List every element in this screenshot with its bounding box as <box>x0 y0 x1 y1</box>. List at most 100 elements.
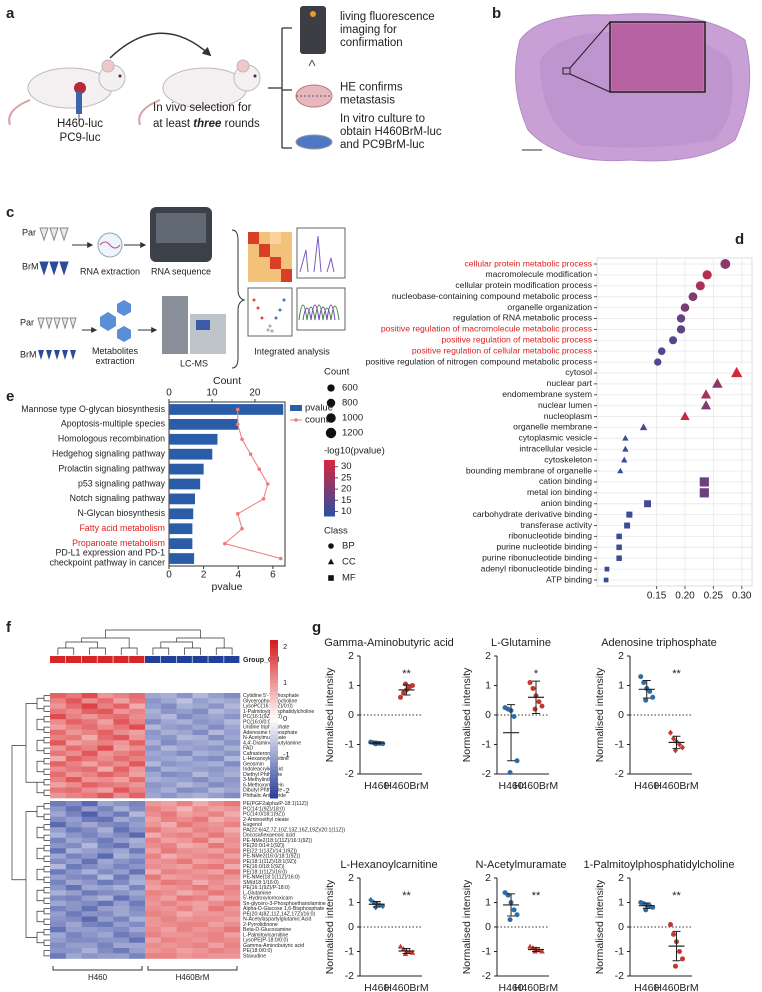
heatmap-cell <box>192 853 209 860</box>
heatmap-cell <box>97 942 114 949</box>
heatmap-cell <box>160 853 177 860</box>
heatmap-cell <box>113 745 130 752</box>
y-tick-label: 0 <box>348 709 354 721</box>
heatmap-cell <box>65 787 82 794</box>
legend-symbol <box>294 418 298 422</box>
heatmap-cell <box>176 885 193 891</box>
point <box>680 411 690 420</box>
heatmap-cell <box>145 745 162 752</box>
heatmap-cell <box>176 719 193 725</box>
row-label: 5'-Hydroxylornoxicam <box>243 896 293 902</box>
point <box>514 758 520 764</box>
group-cell <box>65 656 82 663</box>
colorbar <box>324 502 335 505</box>
heatmap-cell <box>65 693 82 699</box>
bar <box>169 538 193 550</box>
heatmap-cell <box>97 932 114 938</box>
heatmap-cell <box>113 937 130 944</box>
heatmap-cell <box>81 932 98 938</box>
y-tick-label: adenyl ribonucleotide binding <box>481 563 593 573</box>
heatmap-cell <box>176 761 193 767</box>
y-tick-label: cytosol <box>565 367 592 377</box>
row-label: Phthalic Anhydride <box>243 793 286 799</box>
heatmap-cell <box>160 750 177 757</box>
heatmap-cell <box>145 792 162 799</box>
heatmap-cell <box>50 911 67 917</box>
heatmap-cell <box>65 756 82 762</box>
heatmap-cell <box>129 843 146 849</box>
heatmap-cell <box>145 837 162 844</box>
heatmap-cell <box>65 885 82 891</box>
heatmap-cell <box>65 724 82 731</box>
row-label: Alpha-D-Glucose 1,6-Bisphosphate <box>243 906 324 912</box>
heatmap-cell <box>160 703 177 710</box>
heatmap-cell <box>113 822 130 828</box>
colorbar <box>324 498 335 501</box>
heatmap-cell <box>160 869 177 875</box>
heatmap-cell <box>97 777 114 783</box>
colorbar <box>270 726 278 732</box>
heatmap-cell <box>224 848 241 854</box>
heatmap-cell <box>65 816 82 823</box>
point <box>644 500 652 508</box>
x-tick-label: H460BrM <box>514 780 558 792</box>
heatmap-cell <box>192 937 209 944</box>
heatmap-cell <box>160 864 177 870</box>
heatmap-cell <box>160 761 177 767</box>
heatmap-cell <box>224 911 241 917</box>
heatmap-cell <box>129 948 146 954</box>
heatmap-cell <box>145 761 162 767</box>
heatmap-cell <box>129 895 146 902</box>
heatmap-cell <box>129 853 146 860</box>
y-tick-label: Prolactin signaling pathway <box>58 463 165 473</box>
heatmap-cell <box>50 948 67 954</box>
heatmap-cell <box>50 698 67 704</box>
heatmap-cell <box>145 942 162 949</box>
row-label: PE(18:1(11Z)/18:1(9Z)) <box>243 859 297 865</box>
heatmap-cell <box>129 911 146 917</box>
heatmap-cell <box>113 911 130 917</box>
heatmap-cell <box>224 811 241 818</box>
heatmap-cell <box>129 874 146 881</box>
significance: ** <box>402 668 411 680</box>
x2-tick-label: 0 <box>166 388 172 399</box>
colorbar <box>270 746 278 752</box>
y-tick-label: Propanoate metabolism <box>72 538 165 548</box>
text-line: living fluorescence <box>340 11 435 23</box>
heatmap-cell <box>81 853 98 860</box>
heatmap-cell <box>145 750 162 757</box>
heatmap-cell <box>160 729 177 736</box>
heatmap-cell <box>50 890 67 896</box>
outcome: In vitro culture to obtain H460BrM-luc and… <box>340 113 442 151</box>
row-label: PC(14:0/18:1(9Z)) <box>243 812 285 818</box>
heatmap-cell <box>113 900 130 907</box>
panel-label: f <box>6 619 12 636</box>
heatmap-cell <box>113 703 130 710</box>
heatmap-cell <box>97 729 114 736</box>
y-tick-label: carbohydrate derivative binding <box>473 509 593 519</box>
x-tick-label: 0.15 <box>647 591 667 602</box>
heatmap-cell <box>113 853 130 860</box>
heatmap-cell <box>160 756 177 762</box>
heatmap-cell <box>224 724 241 731</box>
heatmap-cell <box>97 822 114 828</box>
heatmap-cell <box>208 843 225 849</box>
heatmap-cell <box>81 885 98 891</box>
y-tick-label: ribonucleotide binding <box>508 531 592 541</box>
heatmap-cell <box>208 948 225 954</box>
colorbar <box>270 707 278 712</box>
heatmap-cell <box>50 724 67 731</box>
selection-text: at least <box>153 118 191 130</box>
chart-title: Adenosine triphosphate <box>601 637 717 649</box>
bar <box>169 433 218 445</box>
point <box>527 680 533 686</box>
y-tick-label: 0 <box>348 921 354 933</box>
row-label: FAD <box>243 746 253 752</box>
row-label: PE-NMe(18:1(11Z)/16:0) <box>243 875 300 881</box>
heatmap-cell <box>113 693 130 699</box>
legend-label: 1200 <box>342 428 363 439</box>
heatmap-cell <box>208 724 225 731</box>
point <box>511 907 517 913</box>
heatmap-cell <box>129 801 146 807</box>
heatmap-cell <box>160 719 177 725</box>
